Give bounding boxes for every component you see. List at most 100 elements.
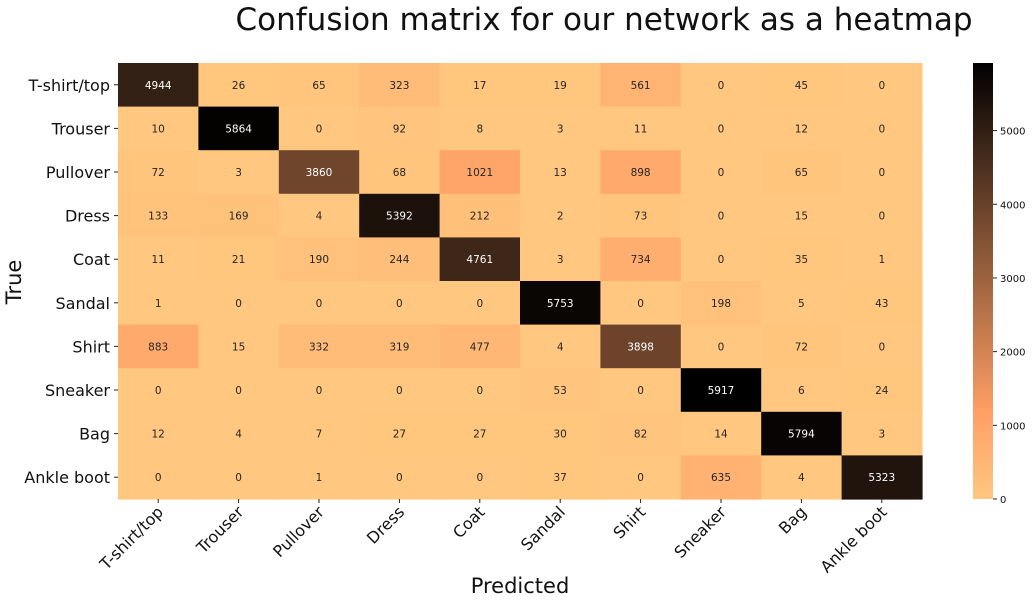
heatmap-cell (359, 368, 441, 413)
heatmap-cell (359, 63, 441, 108)
cell-value-label: 19 (554, 80, 567, 92)
heatmap-cell (118, 324, 199, 369)
heatmap-cell (439, 63, 521, 108)
x-tick-label: Pullover (269, 502, 328, 561)
cell-value-label: 6 (798, 385, 805, 397)
heatmap-cell (600, 455, 682, 500)
heatmap-cell (118, 237, 199, 282)
heatmap-cell (198, 324, 280, 369)
heatmap-cell (118, 411, 199, 456)
heatmap-cell (841, 63, 923, 108)
cell-value-label: 5917 (708, 385, 735, 397)
heatmap-cell (600, 324, 682, 369)
heatmap-cell (680, 324, 762, 369)
heatmap-cell (761, 411, 843, 456)
heatmap-cell (761, 106, 843, 151)
heatmap-cell (520, 150, 601, 195)
heatmap-cell (198, 411, 280, 456)
cell-value-label: 190 (309, 254, 329, 266)
heatmap-cell (278, 63, 360, 108)
heatmap-cell (680, 106, 762, 151)
cell-value-label: 0 (637, 298, 644, 310)
cell-value-label: 14 (714, 429, 728, 441)
colorbar-tick-label: 2000 (1000, 348, 1025, 359)
cell-value-label: 5794 (788, 429, 815, 441)
cell-value-label: 133 (148, 211, 168, 223)
heatmap-cell (198, 455, 280, 500)
heatmap-cell (600, 237, 682, 282)
cell-value-label: 0 (476, 385, 483, 397)
cell-value-label: 27 (473, 429, 486, 441)
heatmap-cell (359, 324, 441, 369)
heatmap-cell (520, 106, 601, 151)
heatmap-cell (278, 237, 360, 282)
cell-value-label: 1021 (466, 167, 493, 179)
cell-value-label: 0 (396, 298, 403, 310)
heatmap-cell (118, 63, 199, 108)
x-tick-label: Coat (449, 502, 489, 542)
heatmap-cell (841, 193, 923, 238)
y-axis-tick-labels: T-shirt/top Trouser Pullover Dress Coat Sanda… (24, 76, 118, 487)
y-tick-label: Shirt (72, 337, 110, 356)
x-tick-label: Trouser (192, 502, 248, 558)
heatmap-cell (520, 281, 601, 326)
cell-value-label: 12 (152, 429, 165, 441)
heatmap-cell (520, 63, 601, 108)
cell-value-label: 11 (152, 254, 165, 266)
cell-value-label: 734 (631, 254, 651, 266)
heatmap-cell (841, 455, 923, 500)
cell-value-label: 212 (470, 211, 490, 223)
cell-value-label: 5392 (386, 211, 413, 223)
cell-value-label: 244 (389, 254, 409, 266)
heatmap-cell (118, 150, 199, 195)
heatmap-cell (439, 106, 521, 151)
cell-value-label: 4 (798, 472, 805, 484)
cell-value-label: 0 (235, 385, 242, 397)
cell-value-label: 35 (795, 254, 808, 266)
heatmap-cell (680, 63, 762, 108)
heatmap-cell (600, 368, 682, 413)
cell-value-label: 169 (229, 211, 249, 223)
heatmap-cell (278, 150, 360, 195)
cell-value-label: 0 (878, 80, 885, 92)
heatmap-cell (761, 237, 843, 282)
heatmap-cell (439, 455, 521, 500)
heatmap-cell (841, 237, 923, 282)
cell-value-label: 0 (316, 298, 323, 310)
cell-value-label: 0 (878, 341, 885, 353)
cell-value-label: 7 (316, 429, 323, 441)
heatmap-cell (118, 368, 199, 413)
cell-value-label: 898 (631, 167, 651, 179)
heatmap-cell (841, 281, 923, 326)
y-tick-label: Sandal (55, 294, 110, 313)
cell-value-label: 4944 (145, 80, 172, 92)
heatmap-cell (439, 193, 521, 238)
cell-value-label: 17 (473, 80, 486, 92)
cell-value-label: 0 (878, 167, 885, 179)
cell-value-label: 0 (396, 472, 403, 484)
x-tick-label: Shirt (609, 502, 649, 542)
heatmap-cell (600, 193, 682, 238)
cell-value-label: 332 (309, 341, 329, 353)
cell-value-label: 53 (554, 385, 567, 397)
cell-value-label: 82 (634, 429, 647, 441)
heatmap-cell (680, 237, 762, 282)
cell-value-label: 13 (554, 167, 567, 179)
heatmap-cell (761, 324, 843, 369)
y-tick-label: Trouser (51, 119, 111, 138)
cell-value-label: 21 (232, 254, 245, 266)
heatmap-cell (520, 237, 601, 282)
cell-value-label: 4761 (466, 254, 493, 266)
heatmap-cell (841, 150, 923, 195)
colorbar: 0 1000 2000 3000 4000 5000 (973, 63, 1025, 506)
heatmap-cell (520, 193, 601, 238)
x-axis-tick-labels: T-shirt/top Trouser Pullover Dress Coat Sanda… (95, 499, 891, 576)
cell-value-label: 30 (554, 429, 567, 441)
heatmap-cell (520, 455, 601, 500)
heatmap-cell (761, 455, 843, 500)
heatmap-cell (600, 150, 682, 195)
heatmap-cell (841, 106, 923, 151)
cell-value-label: 0 (637, 385, 644, 397)
heatmap-cell (278, 281, 360, 326)
heatmap-cell (761, 63, 843, 108)
